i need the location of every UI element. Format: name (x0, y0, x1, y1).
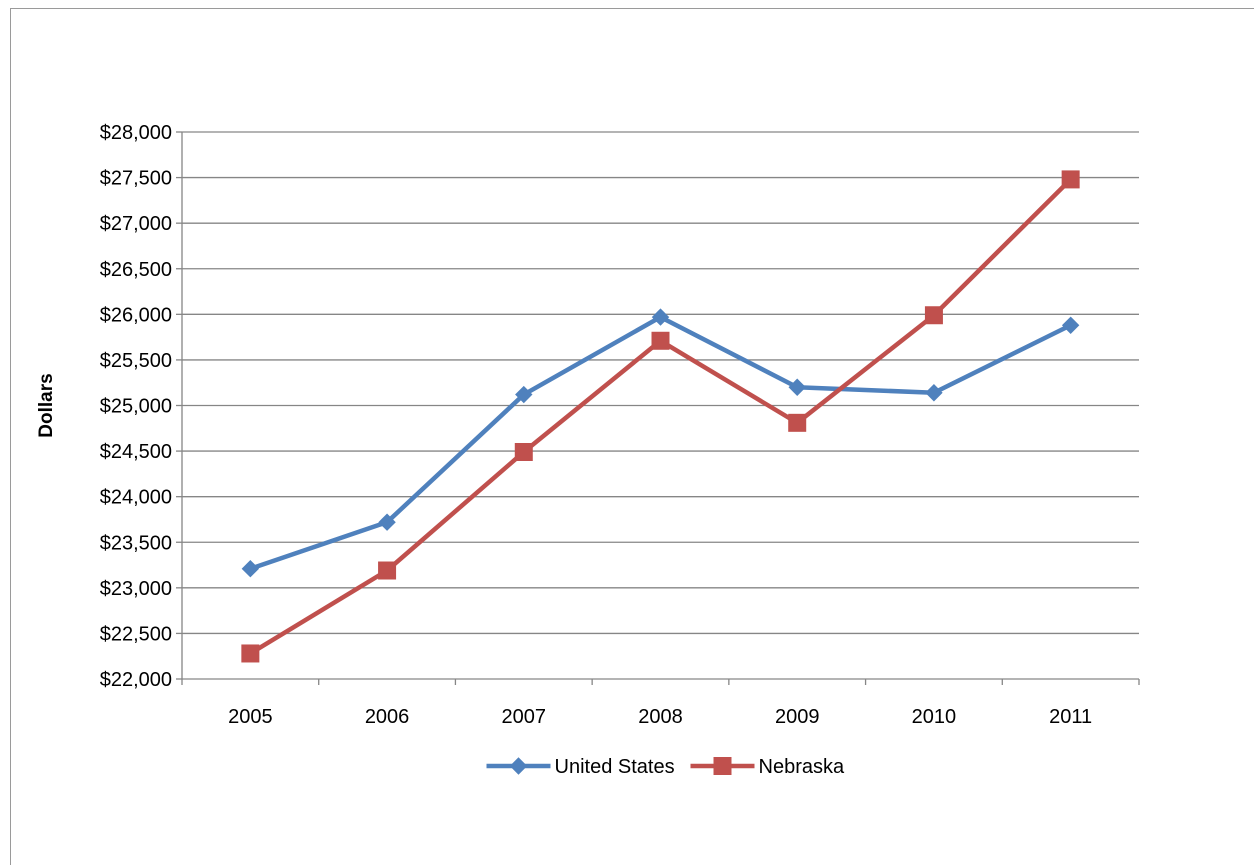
data-point (1061, 316, 1080, 334)
y-tick-label: $25,000 (100, 396, 172, 418)
y-tick-label: $23,000 (100, 578, 172, 600)
x-tick-label: 2010 (912, 706, 957, 728)
chart-area (10, 8, 1254, 865)
legend-label: United States (555, 756, 675, 778)
x-axis-tick-labels: 2005 2006 2007 2008 2009 2010 2011 (228, 706, 1092, 728)
data-point (1061, 170, 1080, 189)
y-tick-label: $22,000 (100, 669, 172, 691)
x-tick-label: 2011 (1049, 706, 1092, 728)
y-tick-label: $26,500 (100, 259, 172, 281)
axes (181, 132, 1140, 685)
legend-item: Nebraska (690, 756, 845, 778)
series-line (249, 177, 1073, 656)
data-point (788, 413, 807, 432)
data-point (515, 385, 533, 404)
data-point (788, 378, 806, 396)
data-point (241, 644, 260, 663)
legend-marker (509, 757, 528, 775)
y-tick-label: $27,000 (100, 213, 172, 235)
y-tick-label: $24,500 (100, 441, 172, 463)
data-point (378, 513, 396, 531)
data-point (651, 308, 670, 326)
legend: United States Nebraska (486, 756, 845, 778)
x-tick-label: 2008 (638, 706, 683, 728)
data-point (378, 561, 397, 580)
y-tick-label: $24,000 (100, 487, 172, 509)
data-point (925, 384, 943, 402)
y-axis-title: Dollars (36, 373, 57, 437)
y-tick-label: $22,500 (100, 623, 172, 645)
data-point (924, 306, 943, 325)
y-tick-label: $25,500 (100, 350, 172, 372)
data-point (651, 331, 670, 350)
y-tick-label: $28,000 (100, 122, 172, 144)
y-tick-label: $26,000 (100, 304, 172, 326)
x-tick-label: 2006 (365, 706, 410, 728)
series-line (249, 314, 1072, 571)
y-tick-label: $27,500 (100, 168, 172, 190)
x-tick-label: 2005 (228, 706, 273, 728)
data-point (241, 559, 260, 578)
series-layer (241, 170, 1080, 663)
series-nebraska (241, 170, 1080, 663)
gridlines (176, 131, 1139, 680)
x-tick-label: 2009 (775, 706, 820, 728)
legend-marker (713, 757, 732, 775)
y-axis-tick-labels: $22,000 $22,500 $23,000 $23,500 $24,000 $24,5… (100, 122, 172, 691)
y-tick-label: $23,500 (100, 532, 172, 554)
series-united-states (241, 308, 1080, 578)
legend-label: Nebraska (759, 756, 845, 778)
legend-item: United States (486, 756, 675, 778)
data-point (514, 442, 533, 461)
x-tick-label: 2007 (502, 706, 547, 728)
